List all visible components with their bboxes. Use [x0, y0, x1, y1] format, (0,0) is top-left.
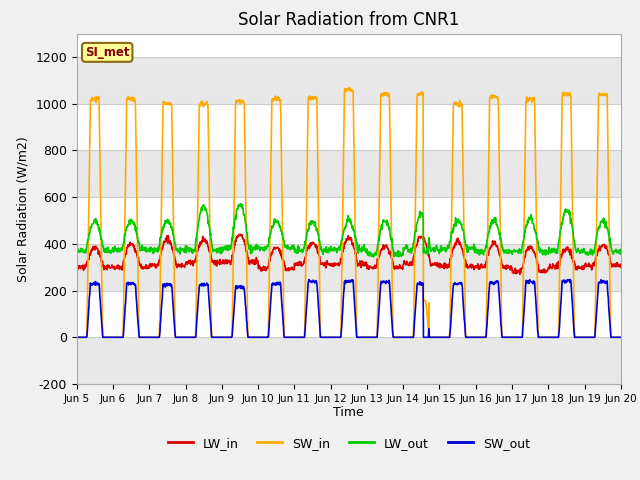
- Title: Solar Radiation from CNR1: Solar Radiation from CNR1: [238, 11, 460, 29]
- Text: SI_met: SI_met: [85, 46, 129, 59]
- Bar: [77, 150, 621, 197]
- Y-axis label: Solar Radiation (W/m2): Solar Radiation (W/m2): [17, 136, 29, 282]
- Bar: [77, 244, 621, 290]
- X-axis label: Time: Time: [333, 407, 364, 420]
- Legend: LW_in, SW_in, LW_out, SW_out: LW_in, SW_in, LW_out, SW_out: [163, 432, 535, 455]
- Bar: [77, 337, 621, 384]
- Bar: [77, 57, 621, 104]
